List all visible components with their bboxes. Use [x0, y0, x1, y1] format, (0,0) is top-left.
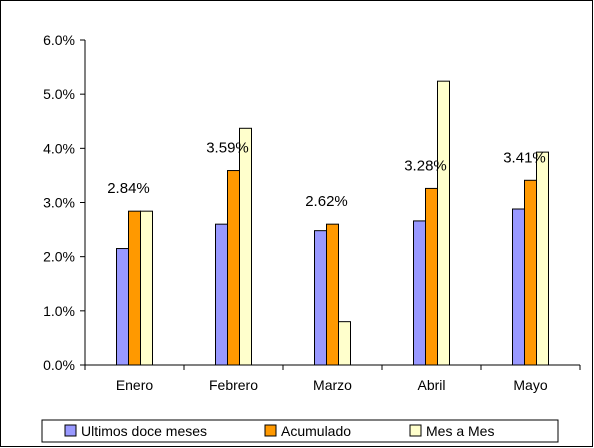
data-label-abril: 3.28%: [404, 157, 447, 174]
x-tick-label: Febrero: [209, 377, 258, 393]
data-labels: 2.84% 3.59% 2.62% 3.28% 3.41%: [107, 140, 546, 211]
bar-febrero-series-3: [239, 127, 252, 366]
legend-box: [41, 419, 559, 443]
x-tick-label: Mayo: [513, 377, 547, 393]
legend-swatch: [64, 424, 77, 437]
x-axis-labels: Enero Febrero Marzo Abril Mayo: [84, 365, 581, 393]
y-tick-label: 1.0%: [43, 303, 75, 319]
legend-label: Acumulado: [281, 423, 351, 439]
axes: [84, 40, 580, 366]
legend-swatch: [264, 424, 277, 437]
bar-abril-series-3: [437, 80, 450, 366]
y-tick-label: 4.0%: [43, 140, 75, 156]
x-tick-label: Enero: [116, 377, 154, 393]
bar-enero-series-2: [128, 210, 141, 366]
bar-marzo-series-3: [338, 321, 351, 366]
bar-mayo-series-1: [512, 208, 525, 366]
bar-febrero-series-1: [215, 223, 228, 366]
legend-label: Mes a Mes: [426, 423, 494, 439]
bar-febrero-series-2: [227, 170, 240, 366]
legend-label: Ultimos doce meses: [81, 423, 207, 439]
y-tick-label: 6.0%: [43, 32, 75, 48]
y-tick-label: 0.0%: [43, 357, 75, 373]
data-label-febrero: 3.59%: [206, 140, 249, 157]
bar-mayo-series-3: [536, 151, 549, 366]
bar-enero-series-1: [116, 248, 129, 366]
y-axis-ticks: 0.0% 1.0% 2.0% 3.0% 4.0% 5.0% 6.0%: [43, 32, 85, 373]
x-tick-label: Abril: [417, 377, 445, 393]
data-label-enero: 2.84%: [107, 180, 150, 197]
y-tick-label: 2.0%: [43, 249, 75, 265]
bar-mayo-series-2: [524, 179, 537, 366]
y-tick-label: 5.0%: [43, 86, 75, 102]
bar-marzo-series-1: [314, 230, 327, 366]
bar-abril-series-2: [425, 187, 438, 366]
bar-abril-series-1: [413, 220, 426, 366]
data-label-mayo: 3.41%: [503, 149, 546, 166]
legend: Ultimos doce meses Acumulado Mes a Mes: [41, 419, 559, 443]
legend-swatch: [409, 424, 422, 437]
bars: [116, 80, 549, 366]
x-tick-label: Marzo: [313, 377, 352, 393]
data-label-marzo: 2.62%: [305, 193, 348, 210]
bar-marzo-series-2: [326, 223, 339, 366]
y-tick-label: 3.0%: [43, 195, 75, 211]
bar-enero-series-3: [140, 210, 153, 366]
